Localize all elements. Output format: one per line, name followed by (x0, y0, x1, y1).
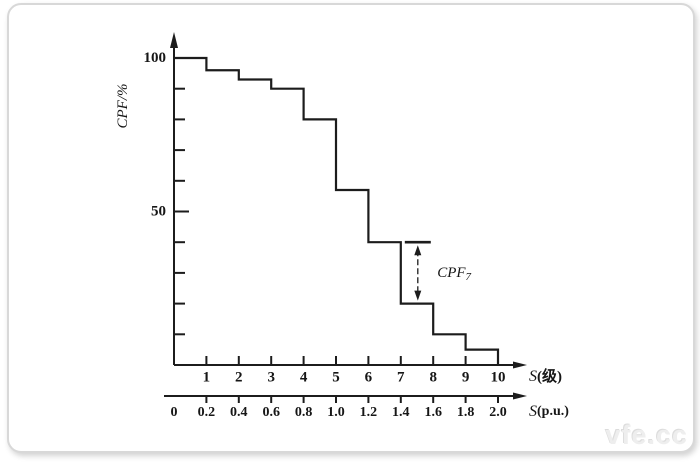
pu-tick-label-0: 0 (171, 405, 178, 420)
pu-tick-label-0.6: 0.6 (262, 405, 280, 420)
y-axis-title: CPF/% (115, 84, 131, 129)
watermark: vfe.cc (605, 420, 688, 450)
pu-tick-label-1.6: 1.6 (424, 405, 442, 420)
x-axis-grade-arrowhead-icon (513, 361, 527, 369)
grade-tick-label-8: 8 (429, 370, 437, 386)
pu-tick-label-1.8: 1.8 (457, 405, 475, 420)
x-axis-grade-title: S(级) (529, 367, 562, 386)
pu-tick-label-2.0: 2.0 (489, 405, 507, 420)
grade-tick-label-5: 5 (332, 370, 340, 386)
x-axis-pu-arrowhead-icon (513, 392, 527, 400)
grade-tick-label-10: 10 (491, 370, 506, 386)
y-tick-label-50: 50 (151, 204, 166, 220)
annotation-arrowhead-down-icon (414, 290, 422, 301)
pu-tick-label-1.0: 1.0 (327, 405, 345, 420)
pu-tick-label-1.2: 1.2 (360, 405, 378, 420)
grade-tick-label-2: 2 (235, 370, 243, 386)
grade-tick-label-4: 4 (300, 370, 308, 386)
y-tick-label-100: 100 (144, 50, 167, 66)
cpf-step-curve (174, 56, 500, 365)
pu-tick-label-1.4: 1.4 (392, 405, 410, 420)
annotation-arrowhead-up-icon (414, 245, 422, 256)
pu-tick-label-0.2: 0.2 (198, 405, 216, 420)
annotation-label: CPF7 (437, 265, 471, 283)
y-axis-arrowhead-icon (170, 32, 178, 48)
pu-tick-label-0.8: 0.8 (295, 405, 313, 420)
figure-card (7, 3, 695, 453)
grade-tick-label-3: 3 (267, 370, 275, 386)
grade-tick-label-1: 1 (203, 370, 211, 386)
x-axis-pu-title: S(p.u.) (529, 403, 569, 420)
grade-tick-label-7: 7 (397, 370, 405, 386)
pu-tick-label-0.4: 0.4 (230, 405, 248, 420)
grade-tick-label-6: 6 (365, 370, 373, 386)
grade-tick-label-9: 9 (462, 370, 470, 386)
